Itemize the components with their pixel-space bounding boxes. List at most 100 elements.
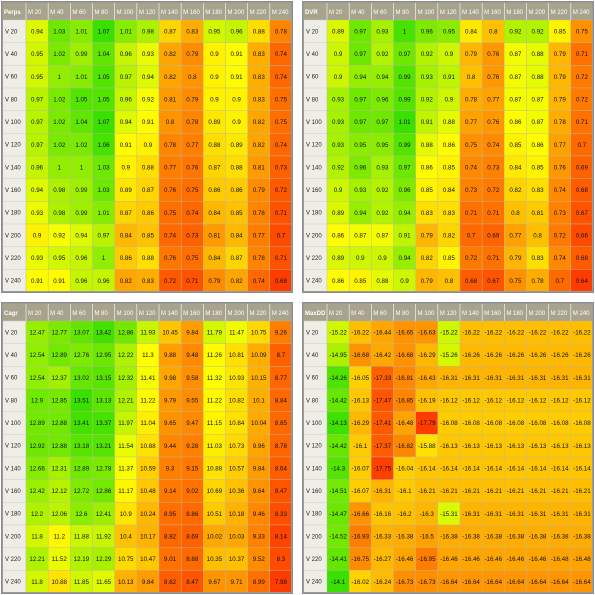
row-header: V 60	[306, 376, 319, 382]
cell-value: 0.87	[532, 97, 545, 104]
cell-value: 0.87	[142, 187, 155, 194]
cell-value: 0.96	[421, 29, 434, 36]
row-header: V 40	[5, 52, 18, 58]
cell-value: 0.92	[532, 29, 545, 36]
cell-value: 0.73	[554, 210, 567, 217]
cell-value: 0.68	[576, 255, 589, 262]
cell-value: -16.3	[420, 511, 435, 518]
cell-value: 0.85	[421, 187, 434, 194]
cell-value: 9.28	[186, 443, 199, 450]
cell-value: 0.85	[532, 165, 545, 172]
cell-value: 12.66	[29, 466, 45, 473]
cell-value: 12.88	[52, 420, 68, 427]
cell-value: -16.26	[573, 352, 591, 359]
cell-value: 0.93	[332, 97, 345, 104]
column-header: M 100	[418, 10, 435, 16]
cell-value: 11.15	[207, 420, 223, 427]
cell-value: 0.97	[354, 51, 367, 58]
cell-value: 12.42	[29, 488, 45, 495]
cell-value: 0.73	[465, 187, 478, 194]
cell-value: 0.71	[487, 210, 500, 217]
cell-value: 0.74	[554, 255, 567, 262]
cell-value: 0.93	[421, 74, 434, 81]
cell-value: 10.24	[140, 511, 156, 518]
cell-value: 10.15	[251, 375, 267, 382]
cell-value: 0.84	[443, 187, 456, 194]
cell-value: -16.64	[462, 579, 480, 586]
cell-value: 0.78	[275, 29, 288, 36]
cell-value: 0.87	[164, 29, 177, 36]
cell-value: 0.8	[188, 74, 197, 81]
cell-value: 0.89	[332, 29, 345, 36]
cell-value: 12.89	[74, 466, 90, 473]
cell-value: 0.88	[532, 51, 545, 58]
cell-value: 0.94	[75, 233, 88, 240]
cell-value: 12.86	[96, 488, 112, 495]
cell-value: -14.51	[329, 488, 347, 495]
cell-value: 12.86	[118, 330, 134, 337]
cell-value: -16.22	[462, 330, 480, 337]
cell-value: 10.36	[229, 488, 245, 495]
cell-value: -16.14	[418, 466, 436, 473]
cell-value: -16.22	[507, 330, 525, 337]
cell-value: 0.79	[421, 278, 434, 285]
cell-value: -16.22	[351, 330, 369, 337]
cell-value: 9.46	[253, 511, 266, 518]
cell-value: 0.8	[467, 74, 476, 81]
cell-value: 10.1	[253, 398, 266, 405]
cell-value: 10.37	[229, 556, 245, 563]
column-header: M 240	[272, 10, 289, 16]
cell-value: 0.89	[208, 119, 221, 126]
cell-value: 10.88	[140, 443, 156, 450]
cell-value: -16.46	[462, 556, 480, 563]
cell-value: 0.89	[120, 187, 133, 194]
cell-value: 11.93	[140, 330, 156, 337]
cell-value: 10.18	[229, 511, 245, 518]
cell-value: -16.12	[573, 398, 591, 405]
heatmap-cell	[269, 570, 292, 593]
column-header: M 180	[506, 311, 523, 317]
cell-value: -16.38	[573, 534, 591, 541]
cell-value: 0.88	[142, 165, 155, 172]
cell-value: 0.86	[332, 278, 345, 285]
cell-value: 13.13	[96, 398, 112, 405]
cell-value: 1.05	[75, 97, 88, 104]
cell-value: -16.08	[507, 420, 525, 427]
cell-value: 0.71	[186, 278, 199, 285]
cell-value: 0.96	[120, 51, 133, 58]
cell-value: -16.31	[529, 375, 547, 382]
cell-value: 0.79	[465, 51, 478, 58]
cell-value: 0.94	[399, 255, 412, 262]
cell-value: 1.01	[399, 119, 412, 126]
cell-value: -16.21	[418, 488, 436, 495]
cell-value: 0.99	[75, 51, 88, 58]
row-header: V 100	[306, 120, 322, 126]
cell-value: 0.97	[354, 97, 367, 104]
cell-value: 10.09	[251, 352, 267, 359]
cell-value: -16.75	[351, 556, 369, 563]
cell-value: 0.78	[164, 142, 177, 149]
row-header: V 40	[306, 353, 319, 359]
row-header: V 120	[306, 143, 322, 149]
cell-value: 11.8	[31, 534, 43, 541]
cell-value: 0.69	[487, 233, 500, 240]
row-header: V 160	[306, 188, 322, 194]
column-header: M 180	[205, 311, 222, 317]
cell-value: 0.82	[421, 255, 434, 262]
cell-value: 0.93	[376, 29, 389, 36]
cell-value: -16.26	[529, 352, 547, 359]
cell-value: 13.42	[96, 330, 112, 337]
cell-value: 0.96	[75, 278, 88, 285]
cell-value: 0.76	[554, 165, 567, 172]
cell-value: 0.99	[399, 97, 412, 104]
column-header: M 120	[440, 10, 457, 16]
cell-value: 0.77	[253, 233, 266, 240]
cell-value: 11.32	[207, 375, 223, 382]
cell-value: 0.92	[509, 29, 522, 36]
cell-value: 1.05	[98, 74, 111, 81]
row-header: V 240	[5, 580, 21, 586]
cell-value: 8.86	[186, 511, 199, 518]
cell-value: -16.31	[484, 511, 502, 518]
heatmap-cagr: Cagr M 20 M 40 M 60 M 80 M 100 M 120 M 140 M 160…	[2, 303, 292, 593]
cell-value: 0.78	[532, 278, 545, 285]
